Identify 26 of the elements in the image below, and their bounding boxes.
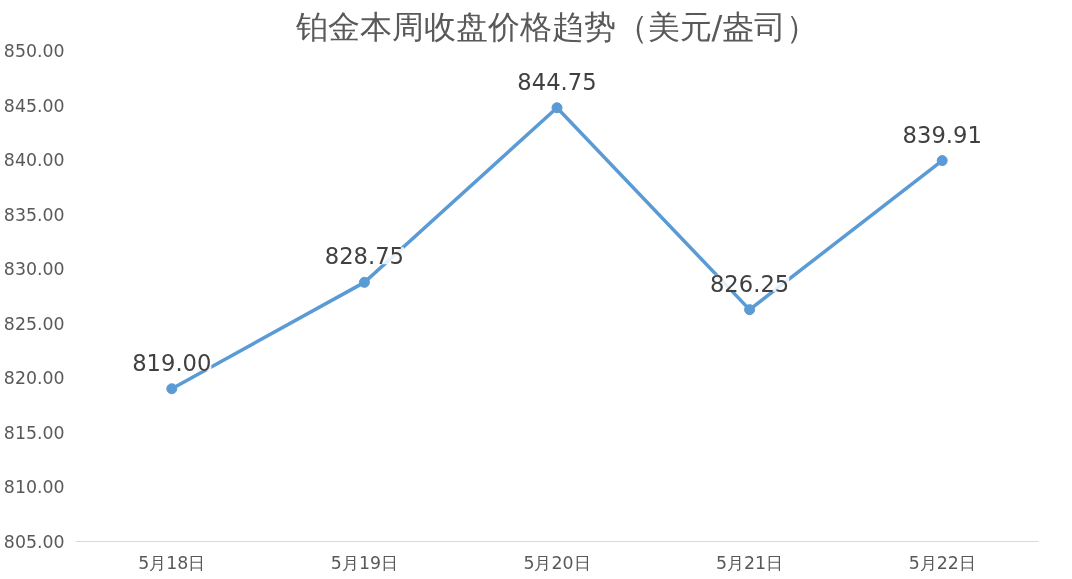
y-tick-label: 820.00 — [3, 368, 65, 389]
point — [358, 276, 370, 288]
x-tick-label: 5月22日 — [908, 552, 976, 573]
x-tick-label: 5月20日 — [523, 552, 591, 573]
point — [166, 383, 178, 395]
chart-title: 铂金本周收盘价格趋势（美元/盎司） — [294, 7, 819, 46]
y-tick-label: 835.00 — [3, 204, 65, 225]
x-tick-label: 5月18日 — [138, 552, 206, 573]
y-tick-label: 805.00 — [3, 532, 65, 552]
y-tick-label: 830.00 — [3, 259, 65, 280]
text: 844.75 — [517, 68, 597, 95]
x-tick-label: 5月21日 — [716, 552, 784, 573]
x-tick-label: 5月19日 — [330, 552, 398, 573]
text: 828.75 — [324, 243, 405, 270]
y-tick-label: 825.00 — [3, 313, 65, 334]
text: 839.91 — [902, 121, 982, 148]
y-tick-label: 840.00 — [3, 150, 65, 171]
y-tick-label: 850.00 — [3, 41, 65, 61]
text: 819.00 — [132, 349, 212, 376]
y-tick-label: 845.00 — [3, 95, 65, 116]
y-tick-label: 810.00 — [3, 477, 65, 498]
point — [744, 304, 756, 316]
y-tick-label: 815.00 — [3, 422, 65, 443]
point — [936, 155, 948, 167]
point — [551, 102, 563, 114]
text: 826.25 — [709, 270, 790, 297]
